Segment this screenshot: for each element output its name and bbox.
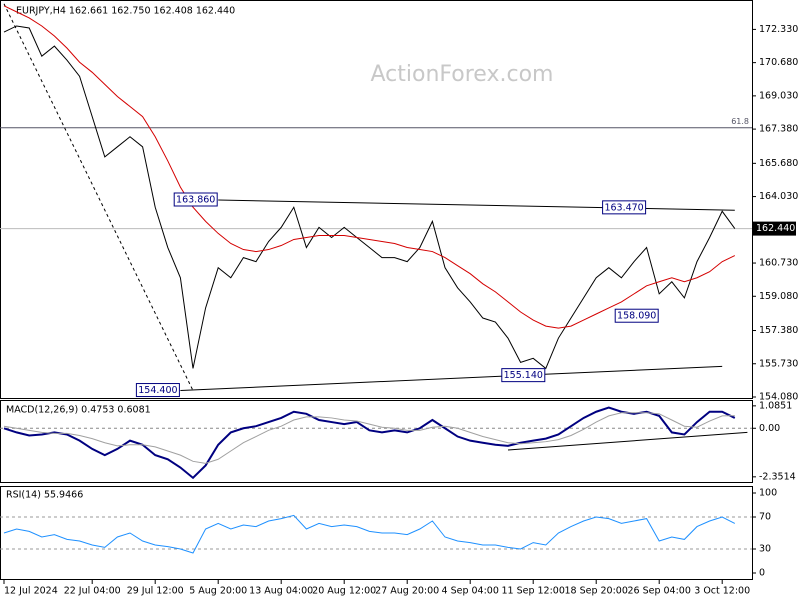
y-tick-label: 155.730 xyxy=(759,358,798,369)
y-tick-label: 164.030 xyxy=(759,191,798,202)
y-tick-label: -2.3514 xyxy=(759,471,796,482)
y-tick-label: 160.730 xyxy=(759,258,798,269)
watermark: ActionForex.com xyxy=(371,62,554,87)
y-tick-label: 172.330 xyxy=(759,24,798,35)
y-tick-label: 0 xyxy=(759,568,765,579)
trendline xyxy=(3,3,194,391)
chart-title: EURJPY,H4 162.661 162.750 162.408 162.44… xyxy=(16,6,235,17)
trendline xyxy=(507,431,748,451)
last-price-box xyxy=(752,221,796,236)
x-tick-label: 12 Jul 2024 xyxy=(4,586,58,597)
annotation-label: 163.470 xyxy=(604,202,643,213)
trendline xyxy=(218,199,735,211)
y-tick-label: 30 xyxy=(759,544,771,555)
x-tick-label: 18 Sep 20:00 xyxy=(564,586,627,597)
x-tick-label: 5 Aug 20:00 xyxy=(189,586,247,597)
x-tick-label: 27 Aug 20:00 xyxy=(375,586,439,597)
series-line xyxy=(3,5,736,329)
y-tick-label: 70 xyxy=(759,512,771,523)
y-tick-label: 159.080 xyxy=(759,291,798,302)
fib-label: 61.8 xyxy=(731,117,749,126)
y-tick-label: 170.680 xyxy=(759,57,798,68)
x-tick-label: 20 Aug 12:00 xyxy=(312,586,376,597)
series-line xyxy=(3,406,736,480)
y-tick-label: 0.00 xyxy=(759,423,780,434)
annotation-label: 158.090 xyxy=(617,311,656,322)
series-line xyxy=(3,514,736,554)
x-tick-label: 22 Jul 04:00 xyxy=(64,586,121,597)
x-tick-label: 13 Aug 04:00 xyxy=(249,586,313,597)
annotation-box xyxy=(602,200,647,215)
annotation-box xyxy=(614,308,659,323)
x-tick-label: 26 Sep 04:00 xyxy=(627,586,690,597)
macd-panel xyxy=(0,400,753,483)
series-line xyxy=(3,412,735,464)
rsi-title: RSI(14) 55.9466 xyxy=(6,490,83,501)
trendline xyxy=(180,365,723,392)
x-tick-label: 3 Oct 12:00 xyxy=(694,586,750,597)
y-tick-label: 100 xyxy=(759,488,777,499)
series-line xyxy=(3,25,736,370)
x-tick-label: 4 Sep 04:00 xyxy=(442,586,499,597)
macd-title: MACD(12,26,9) 0.4753 0.6081 xyxy=(6,405,151,416)
annotation-label: 163.860 xyxy=(176,195,215,206)
x-tick-label: 11 Sep 12:00 xyxy=(501,586,564,597)
annotation-label: 154.400 xyxy=(138,385,177,396)
y-tick-label: 157.380 xyxy=(759,325,798,336)
y-tick-label: 169.030 xyxy=(759,90,798,101)
x-tick-label: 29 Jul 12:00 xyxy=(127,586,184,597)
annotation-box xyxy=(501,368,546,383)
annotation-label: 155.140 xyxy=(504,370,543,381)
price-panel xyxy=(0,0,753,399)
annotation-box xyxy=(173,192,218,207)
y-tick-label: 165.680 xyxy=(759,158,798,169)
annotation-box xyxy=(135,383,180,398)
rsi-panel xyxy=(0,486,753,580)
last-price-label: 162.440 xyxy=(756,223,795,234)
y-tick-label: 1.0851 xyxy=(759,400,792,411)
y-tick-label: 154.080 xyxy=(759,391,798,402)
y-tick-label: 167.380 xyxy=(759,124,798,135)
